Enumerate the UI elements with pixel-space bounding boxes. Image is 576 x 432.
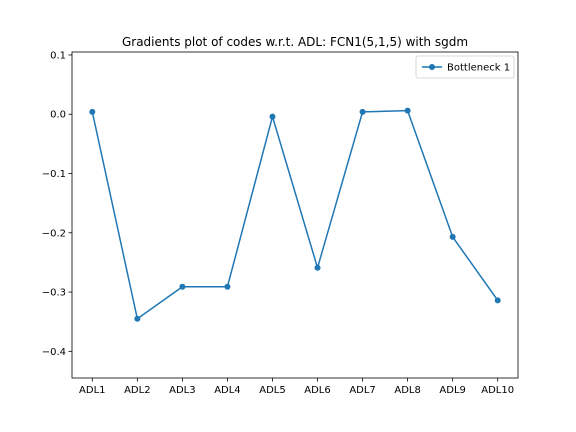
data-point (314, 264, 321, 271)
y-tick-label: 0.1 (50, 50, 66, 61)
legend-box (415, 55, 515, 79)
data-point (89, 108, 96, 115)
x-tick-label: ADL3 (169, 385, 195, 396)
series-line (91, 109, 499, 320)
x-tick-label: ADL8 (394, 385, 420, 396)
chart-title: Gradients plot of codes w.r.t. ADL: FCN1… (122, 35, 468, 49)
y-tick-label: −0.4 (42, 347, 66, 358)
x-tick-label: ADL9 (439, 385, 465, 396)
data-point (134, 315, 141, 322)
data-point (359, 108, 366, 115)
data-point (494, 297, 501, 304)
data-point (179, 283, 186, 290)
x-tick-label: ADL10 (481, 385, 514, 396)
y-tick-label: −0.3 (42, 288, 66, 299)
x-tick-label: ADL5 (259, 385, 285, 396)
data-point (449, 233, 456, 240)
data-point (404, 107, 411, 114)
axes-frame (71, 51, 519, 379)
x-tick-label: ADL4 (214, 385, 240, 396)
y-tick-label: −0.1 (42, 169, 66, 180)
x-tick-label: ADL6 (304, 385, 330, 396)
x-tick-label: ADL7 (349, 385, 375, 396)
data-point (269, 113, 276, 120)
y-tick-label: 0.0 (50, 110, 66, 121)
legend-label: Bottleneck 1 (447, 63, 510, 74)
x-tick-label: ADL2 (124, 385, 150, 396)
x-tick-label: ADL1 (79, 385, 105, 396)
plot-layer: 0.1 0.0 −0.1 −0.2 −0.3 −0.4 ADL1 ADL2 ADL3 ADL4 AD… (42, 50, 519, 396)
y-tick-label: −0.2 (42, 228, 66, 239)
legend-marker (429, 64, 435, 70)
data-point (224, 283, 231, 290)
